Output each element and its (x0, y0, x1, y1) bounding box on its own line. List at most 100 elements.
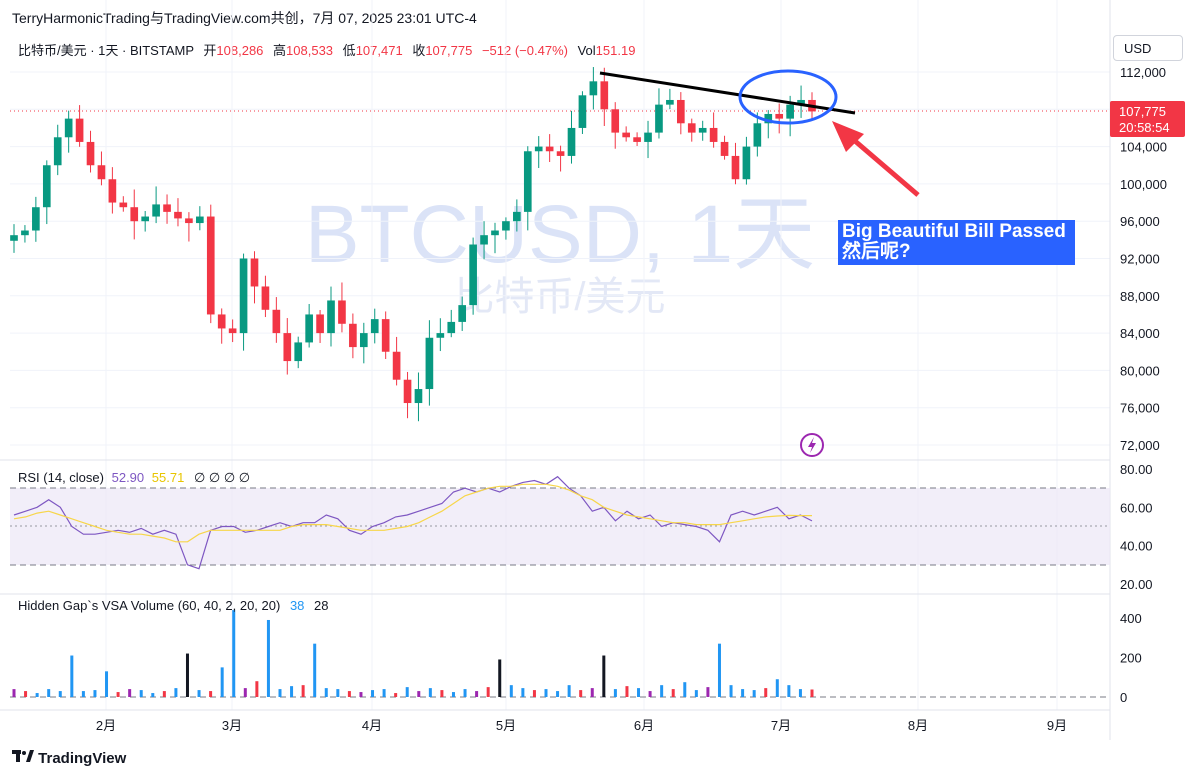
watermark-sub: 比特币/美元 (454, 275, 665, 319)
time-tick-label: 7月 (771, 718, 791, 733)
candle-body (731, 155, 740, 180)
candle-body (567, 127, 576, 156)
volume-bar (475, 691, 479, 697)
candle-body (709, 127, 718, 142)
volume-bar (717, 643, 721, 697)
candle-body (64, 118, 73, 138)
time-tick-label: 9月 (1047, 718, 1067, 733)
volume-bar (185, 653, 189, 697)
volume-bar (266, 619, 270, 697)
volume-bar (359, 692, 363, 697)
price-tick-label: 88,000 (1120, 289, 1160, 304)
candle-body (305, 314, 313, 343)
volume-bar (347, 691, 351, 697)
candle-body (272, 309, 281, 334)
price-tick-label: 104,000 (1120, 140, 1167, 155)
candle-body (502, 221, 510, 231)
candle-body (458, 305, 467, 322)
last-price-tag-value: 107,775 (1119, 104, 1166, 119)
annotation-line-1: Big Beautiful Bill Passed (842, 221, 1066, 242)
volume-bar (232, 610, 236, 697)
candle-body (86, 141, 95, 166)
vsa-legend[interactable]: Hidden Gap`s VSA Volume (60, 40, 2, 20, … (18, 598, 329, 613)
time-axis[interactable]: 2月 3月 4月 5月 6月 7月 8月 9月 (96, 718, 1067, 733)
rsi-legend[interactable]: RSI (14, close) 52.90 55.71 ∅ ∅ ∅ ∅ (18, 470, 250, 486)
candle-body (534, 146, 543, 152)
candle-body (491, 230, 499, 236)
vol-label: Vol (577, 43, 596, 58)
volume-bar (139, 690, 143, 697)
open-value: 108,286 (216, 43, 264, 58)
resistance-trendline[interactable] (599, 71, 856, 115)
candle-body (206, 216, 215, 315)
candle-body (622, 132, 630, 138)
volume-bar (625, 686, 629, 697)
highlight-ellipse[interactable] (738, 69, 838, 125)
low-value: 107,471 (355, 43, 403, 58)
volume-bar (741, 689, 745, 697)
candle-body (676, 99, 685, 124)
volume-bar (255, 681, 259, 697)
low-label: 低 (342, 43, 356, 58)
candle-body (119, 202, 128, 208)
vsa-value-2: 28 (314, 598, 329, 613)
price-axis[interactable]: 112,000108,000104,000100,00096,00092,000… (1120, 65, 1167, 453)
volume-axis[interactable]: 400 200 0 (1120, 611, 1142, 705)
candle-body (644, 132, 652, 142)
candle-body (141, 216, 150, 222)
candle-body (655, 104, 663, 133)
time-tick-label: 2月 (96, 718, 116, 733)
candle-body (764, 113, 773, 124)
volume-bar (116, 692, 120, 697)
volume-bar (775, 679, 779, 697)
volume-bar (394, 693, 398, 697)
lightning-icon[interactable] (800, 433, 824, 457)
price-tick-label: 112,000 (1120, 65, 1166, 80)
volume-bar (671, 689, 675, 697)
close-value: 107,775 (425, 43, 473, 58)
annotation-arrow-shaft[interactable] (846, 133, 920, 197)
time-tick-label: 3月 (222, 718, 242, 733)
annotation-arrow-head[interactable] (832, 121, 864, 152)
price-tick-label: 84,000 (1120, 326, 1160, 341)
volume-bar (151, 693, 155, 697)
rsi-extra-values: ∅ ∅ ∅ ∅ (193, 470, 251, 485)
volume-bar (498, 659, 502, 697)
rsi-series (13, 475, 813, 570)
vsa-title: Hidden Gap`s VSA Volume (60, 40, 2, 20, … (18, 598, 281, 613)
candle-body (250, 258, 259, 287)
change-value: −512 (−0.47%) (481, 43, 568, 58)
volume-bar (463, 689, 467, 697)
tradingview-logo[interactable]: TradingView (12, 750, 126, 767)
chart-header-title: TerryHarmonicTrading与TradingView.com共创，7… (12, 10, 477, 26)
candle-body (316, 314, 324, 334)
candle-body (742, 146, 751, 180)
volume-bar (521, 688, 525, 697)
volume-bar (35, 693, 39, 697)
time-tick-label: 6月 (634, 718, 654, 733)
candle-body (753, 123, 762, 147)
volume-bar (128, 689, 132, 697)
candle-body (163, 204, 171, 212)
candle-body (130, 207, 139, 222)
volume-tick-label: 0 (1120, 690, 1127, 705)
volume-bar (509, 685, 513, 697)
candle-body (666, 99, 674, 105)
volume-bar (556, 691, 560, 697)
high-label: 高 (273, 43, 287, 58)
rsi-axis[interactable]: 80.00 60.00 40.00 20.00 (1120, 462, 1153, 592)
volume-bar (417, 691, 421, 697)
volume-bar (764, 688, 768, 697)
volume-bar (12, 689, 16, 697)
candle-body (381, 319, 390, 352)
candle-body (359, 333, 368, 348)
candle-body (217, 314, 226, 329)
candle-body (698, 127, 707, 133)
annotation-callout[interactable]: Big Beautiful Bill Passed 然后呢? (838, 220, 1075, 265)
candle-body (633, 137, 641, 142)
volume-bar (590, 688, 594, 697)
currency-button[interactable]: USD (1113, 35, 1183, 61)
last-price-tag-countdown: 20:58:54 (1119, 120, 1170, 135)
price-tick-label: 76,000 (1120, 401, 1160, 416)
